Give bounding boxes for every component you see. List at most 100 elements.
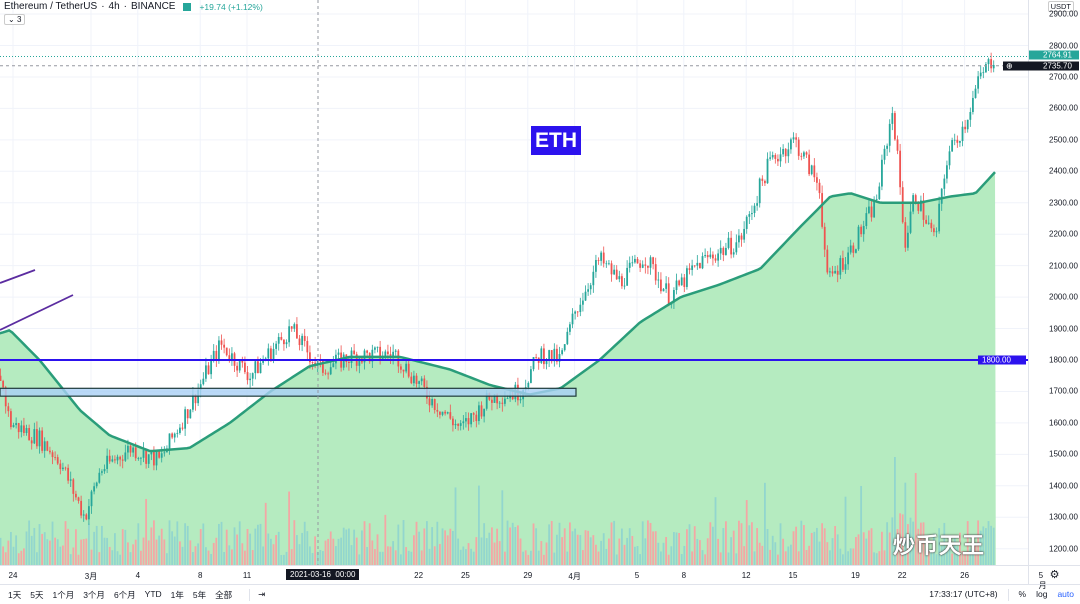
candle-body	[782, 148, 785, 155]
volume-bar	[470, 548, 473, 565]
candle-body	[402, 369, 405, 372]
range-button[interactable]: 5年	[192, 589, 207, 600]
volume-bar	[394, 550, 397, 565]
chart-canvas[interactable]	[0, 0, 1028, 565]
volume-bar	[301, 532, 304, 565]
candle-body	[433, 399, 436, 410]
volume-bar	[527, 554, 530, 565]
volume-bar	[449, 528, 452, 565]
candle-body	[548, 350, 551, 362]
volume-bar	[20, 550, 23, 565]
volume-bar	[618, 538, 621, 565]
volume-bar	[296, 535, 298, 565]
candle-body	[176, 432, 179, 434]
candle-body	[30, 440, 33, 444]
volume-bar	[270, 538, 272, 565]
candle-body	[855, 249, 857, 253]
range-button[interactable]: 6个月	[113, 589, 136, 600]
candle-body	[504, 398, 506, 404]
volume-bar	[665, 537, 668, 565]
time-axis[interactable]: 24 3月 4 8 11 22 25 29 4月 5 8 12 15 19 22 26 5月 2021-03-1…	[0, 565, 1047, 590]
volume-bar	[784, 551, 787, 565]
crosshair-price-label: ⊕ 2735.70	[1003, 61, 1079, 71]
trend-line	[0, 294, 74, 331]
candle-body	[215, 350, 218, 360]
volume-bar	[956, 546, 959, 565]
volume-bar	[977, 520, 980, 565]
candle-body	[634, 258, 636, 263]
goto-date-icon[interactable]: ⇥	[258, 589, 266, 599]
volume-bar	[823, 528, 826, 565]
candle-body	[158, 451, 161, 458]
percent-toggle[interactable]: %	[1018, 589, 1027, 599]
volume-bar	[953, 536, 956, 565]
volume-bar	[535, 528, 538, 565]
range-button[interactable]: 1天	[8, 589, 22, 600]
volume-bar	[894, 456, 896, 565]
volume-bar	[337, 538, 340, 565]
volume-bar	[62, 545, 64, 565]
volume-bar	[985, 528, 987, 565]
price-tick: 1900.00	[1049, 324, 1078, 334]
volume-bar	[550, 520, 553, 565]
candle-body	[124, 452, 127, 461]
crosshair-price: 2735.70	[1043, 61, 1072, 71]
candle-body	[121, 459, 124, 461]
candle-body	[735, 242, 738, 253]
candle-body	[147, 454, 150, 464]
volume-bar	[761, 545, 764, 565]
candle-body	[719, 247, 722, 254]
currency-label[interactable]: USDT	[1047, 1, 1074, 12]
volume-bar	[498, 541, 501, 565]
range-button[interactable]: 1年	[170, 589, 184, 600]
volume-bar	[563, 528, 566, 565]
candle-body	[415, 375, 418, 384]
candle-body	[600, 252, 603, 261]
volume-bar	[719, 552, 722, 565]
volume-bar	[686, 529, 688, 565]
volume-bar	[579, 535, 582, 565]
range-button[interactable]: 1个月	[52, 589, 75, 600]
candle-body	[727, 237, 730, 248]
candle-body	[186, 409, 189, 419]
indicator-count: 3	[16, 15, 22, 24]
range-button[interactable]: YTD	[144, 588, 162, 599]
candle-body	[626, 267, 629, 286]
candle-body	[324, 372, 327, 374]
candle-body	[54, 457, 57, 458]
volume-bar	[80, 539, 83, 565]
volume-bar	[496, 528, 499, 565]
volume-bar	[847, 551, 850, 565]
candle-body	[194, 394, 197, 404]
price-axis[interactable]: USDT 2900.00 2800.00 2700.00 2600.00 2500.00…	[1003, 0, 1080, 565]
volume-bar	[413, 535, 415, 565]
candle-body	[558, 354, 561, 362]
volume-bar	[748, 525, 751, 565]
volume-bar	[257, 524, 259, 565]
volume-bar	[459, 549, 462, 565]
plus-circle-icon[interactable]: ⊕	[1006, 61, 1013, 71]
candle-body	[137, 458, 140, 459]
candle-body	[327, 373, 330, 375]
log-toggle[interactable]: log	[1036, 589, 1048, 599]
candle-body	[418, 381, 421, 384]
auto-toggle[interactable]: auto	[1057, 589, 1074, 599]
range-button[interactable]: 全部	[215, 589, 233, 600]
candle-body	[64, 467, 67, 469]
timezone-clock[interactable]: 17:33:17 (UTC+8)	[929, 589, 998, 599]
eth-annotation[interactable]: ETH	[531, 126, 581, 155]
volume-bar	[852, 548, 855, 565]
candle-body	[173, 433, 176, 438]
flag-icon[interactable]	[183, 2, 192, 11]
range-button[interactable]: 5天	[30, 589, 44, 600]
interval[interactable]: 4h	[108, 1, 120, 12]
range-button[interactable]: 3个月	[83, 589, 105, 600]
indicators-toggle[interactable]: ⌄ 3	[4, 14, 26, 25]
candle-body	[483, 408, 486, 417]
candle-body	[506, 398, 509, 400]
candle-body	[852, 245, 855, 253]
settings-gear-icon[interactable]: ⚙	[1028, 565, 1080, 584]
candle-body	[990, 59, 993, 69]
chart-pane[interactable]: Ethereum / TetherUS · 4h · BINANCE +19.74 …	[0, 0, 1028, 565]
volume-bar	[553, 552, 556, 565]
